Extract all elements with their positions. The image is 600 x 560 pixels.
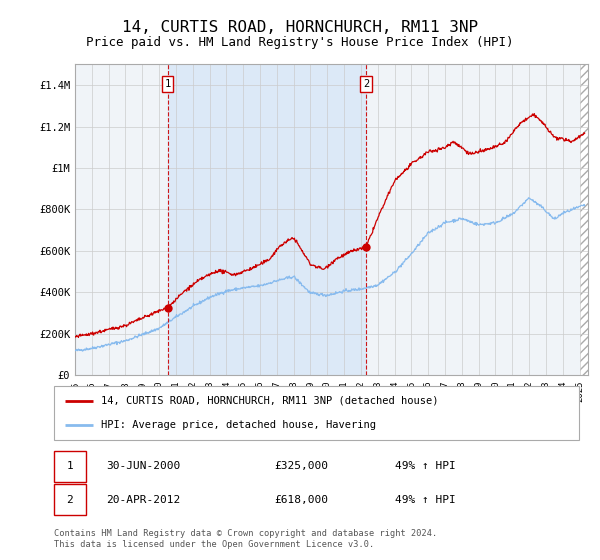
Text: HPI: Average price, detached house, Havering: HPI: Average price, detached house, Have… (101, 420, 376, 430)
Bar (54, 484, 86, 515)
Bar (54, 451, 86, 482)
Text: £325,000: £325,000 (275, 461, 329, 471)
Text: 1: 1 (67, 461, 73, 471)
Text: 30-JUN-2000: 30-JUN-2000 (107, 461, 181, 471)
Text: 49% ↑ HPI: 49% ↑ HPI (395, 495, 456, 505)
Bar (167, 64, 366, 375)
Bar (580, 64, 588, 375)
Text: Price paid vs. HM Land Registry's House Price Index (HPI): Price paid vs. HM Land Registry's House … (86, 36, 514, 49)
Text: Contains HM Land Registry data © Crown copyright and database right 2024.
This d: Contains HM Land Registry data © Crown c… (54, 529, 437, 549)
Text: 14, CURTIS ROAD, HORNCHURCH, RM11 3NP: 14, CURTIS ROAD, HORNCHURCH, RM11 3NP (122, 20, 478, 35)
Text: 49% ↑ HPI: 49% ↑ HPI (395, 461, 456, 471)
Text: 20-APR-2012: 20-APR-2012 (107, 495, 181, 505)
Text: 14, CURTIS ROAD, HORNCHURCH, RM11 3NP (detached house): 14, CURTIS ROAD, HORNCHURCH, RM11 3NP (d… (101, 396, 439, 406)
Text: 1: 1 (164, 79, 170, 89)
Text: 2: 2 (363, 79, 369, 89)
Text: 2: 2 (67, 495, 73, 505)
Text: £618,000: £618,000 (275, 495, 329, 505)
